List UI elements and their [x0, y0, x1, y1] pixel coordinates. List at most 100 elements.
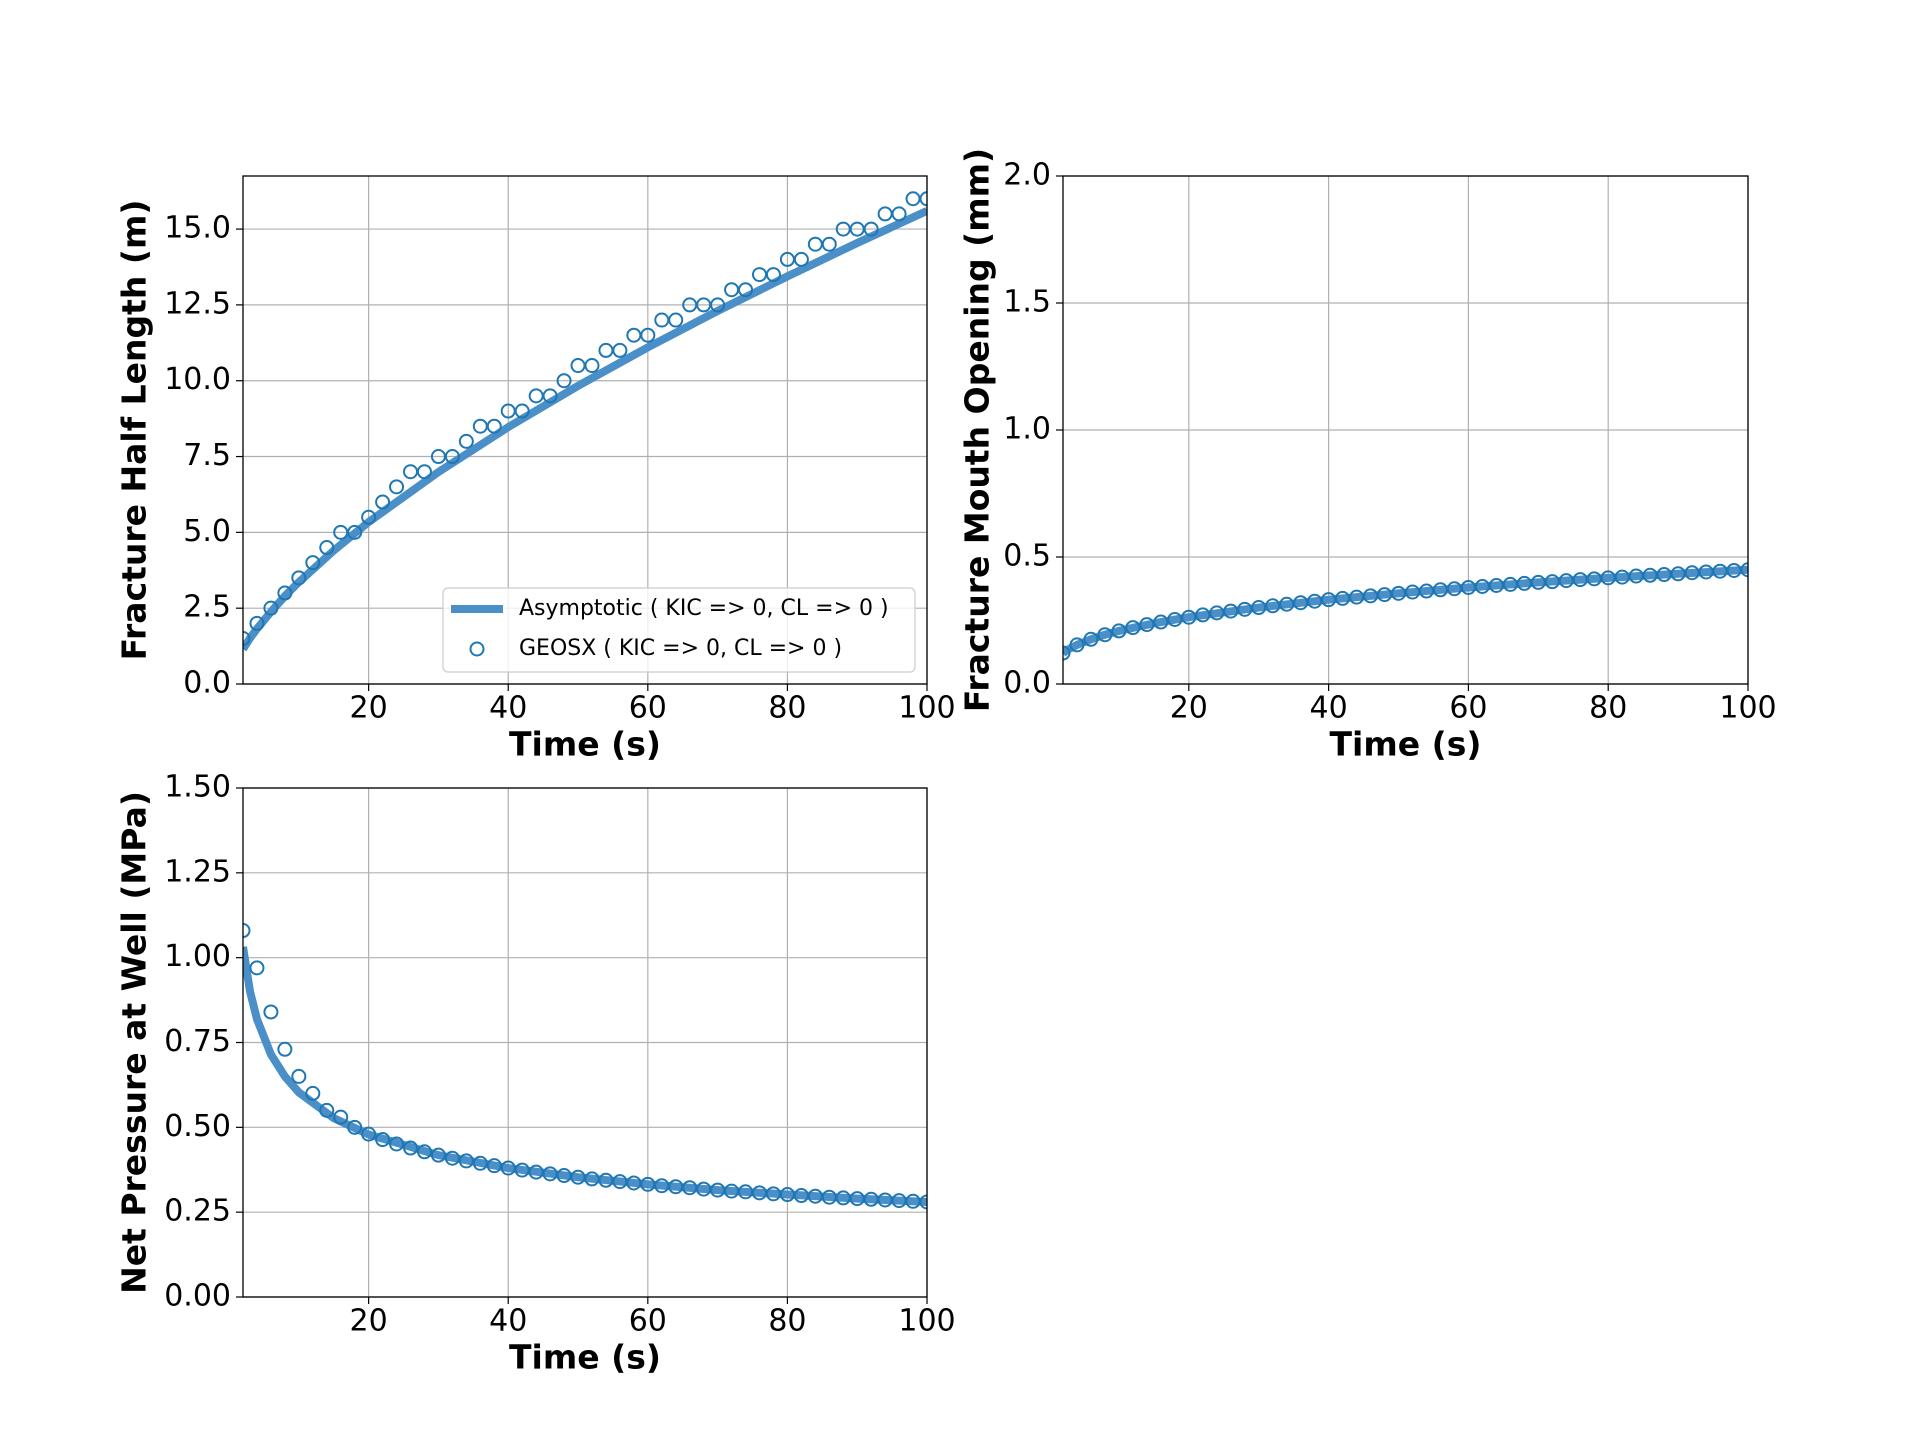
data-point — [458, 1153, 474, 1169]
data-point — [905, 191, 921, 207]
x-tick-label: 80 — [768, 691, 806, 726]
data-point — [556, 373, 572, 389]
data-point — [263, 1004, 279, 1020]
y-tick-label: 12.5 — [164, 286, 231, 321]
data-point — [765, 267, 781, 283]
data-point — [1684, 565, 1700, 581]
data-point — [654, 312, 670, 328]
data-point — [919, 191, 927, 207]
data-point — [1614, 569, 1630, 585]
data-point — [375, 1132, 391, 1148]
data-point — [738, 1184, 754, 1200]
data-point — [598, 1172, 614, 1188]
data-point — [779, 1187, 795, 1203]
series-line — [243, 946, 927, 1206]
y-tick-label: 0.75 — [164, 1024, 231, 1059]
data-point — [1181, 609, 1197, 625]
y-tick-label: 0.00 — [164, 1279, 231, 1314]
data-point — [1349, 589, 1365, 605]
x-tick-label: 60 — [1449, 691, 1487, 726]
data-point — [1237, 601, 1253, 617]
legend-label: GEOSX ( KIC => 0, CL => 0 ) — [519, 636, 842, 661]
x-tick-label: 100 — [1719, 691, 1776, 726]
data-point — [1502, 576, 1518, 592]
data-point — [542, 388, 558, 404]
data-point — [1069, 637, 1085, 653]
y-tick-label: 1.25 — [164, 854, 231, 889]
data-point — [891, 206, 907, 222]
data-point — [1363, 588, 1379, 604]
data-point — [919, 1194, 927, 1210]
plot-area — [243, 923, 927, 1210]
data-point — [500, 1160, 516, 1176]
legend: Asymptotic ( KIC => 0, CL => 0 ) GEOSX ( … — [442, 587, 916, 673]
data-point — [347, 524, 363, 540]
data-point — [1544, 574, 1560, 590]
data-point — [430, 1147, 446, 1163]
x-tick-label: 20 — [1170, 691, 1208, 726]
axes-frame — [1062, 175, 1749, 685]
data-point — [1167, 611, 1183, 627]
series-line — [1063, 565, 1748, 657]
data-point — [1063, 645, 1071, 661]
data-point — [556, 1168, 572, 1184]
data-point — [598, 342, 614, 358]
data-point — [751, 267, 767, 283]
data-point — [416, 464, 432, 480]
y-tick-label: 15.0 — [164, 211, 231, 246]
y-tick-label: 1.5 — [1003, 285, 1051, 320]
data-point — [1321, 592, 1337, 608]
data-point — [472, 1155, 488, 1171]
data-point — [249, 960, 265, 976]
data-point — [1572, 572, 1588, 588]
data-point — [1670, 566, 1686, 582]
x-tick-label: 40 — [1310, 691, 1348, 726]
data-point — [612, 1174, 628, 1190]
axes-frame — [242, 175, 928, 685]
data-point — [612, 342, 628, 358]
data-point — [277, 585, 293, 601]
data-point — [1209, 605, 1225, 621]
y-tick-label: 7.5 — [183, 438, 231, 473]
data-point — [654, 1178, 670, 1194]
data-point — [640, 1176, 656, 1192]
x-axis-label: Time (s) — [509, 725, 661, 764]
data-point — [1377, 587, 1393, 603]
data-point — [1558, 573, 1574, 589]
x-tick-label: 100 — [898, 691, 955, 726]
data-point — [1097, 627, 1113, 643]
data-point — [514, 403, 530, 419]
x-tick-label: 80 — [1589, 691, 1627, 726]
data-point — [626, 327, 642, 343]
data-point — [305, 1085, 321, 1101]
data-point — [696, 1181, 712, 1197]
data-point — [1307, 593, 1323, 609]
data-point — [458, 433, 474, 449]
plot-area — [243, 191, 927, 652]
data-point — [682, 1180, 698, 1196]
data-point — [724, 282, 740, 298]
data-point — [1223, 603, 1239, 619]
data-point — [1139, 617, 1155, 633]
plot-area — [1063, 562, 1748, 661]
data-point — [807, 1188, 823, 1204]
data-point — [1726, 562, 1742, 578]
data-point — [333, 1109, 349, 1125]
y-tick-label: 0.5 — [1003, 539, 1051, 574]
data-point — [1279, 596, 1295, 612]
data-point — [319, 540, 335, 556]
data-point — [626, 1175, 642, 1191]
data-point — [444, 449, 460, 465]
data-point — [403, 464, 419, 480]
data-point — [1586, 571, 1602, 587]
data-point — [1195, 607, 1211, 623]
data-point — [305, 555, 321, 571]
data-point — [319, 1102, 335, 1118]
y-tick-label: 0.0 — [1003, 666, 1051, 701]
y-axis-label: Net Pressure at Well (MPa) — [115, 791, 154, 1294]
data-point — [291, 1068, 307, 1084]
data-point — [486, 1158, 502, 1174]
x-tick-label: 100 — [898, 1304, 955, 1339]
data-point — [1656, 567, 1672, 583]
